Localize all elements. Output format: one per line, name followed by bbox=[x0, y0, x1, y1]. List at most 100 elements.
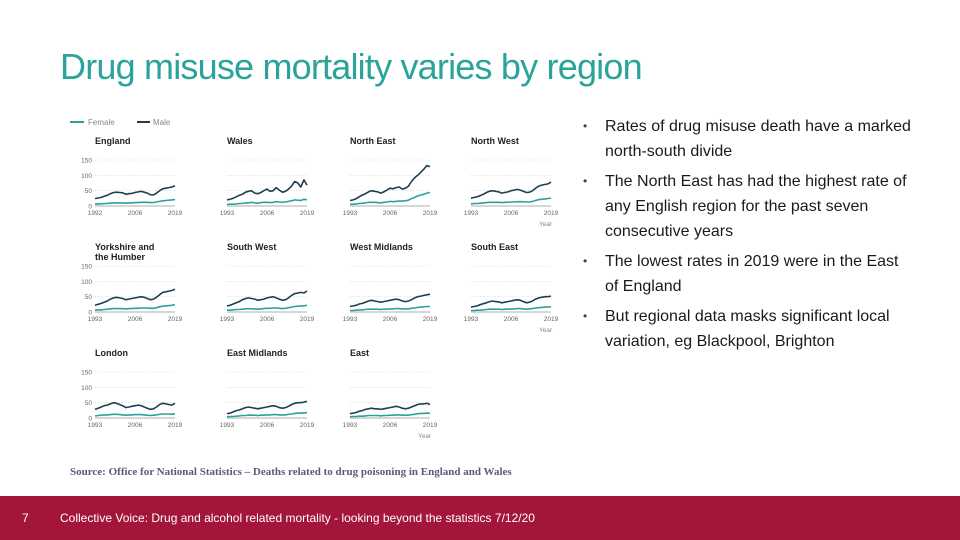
y-tick-label: 150 bbox=[81, 158, 92, 165]
x-tick-label: 2019 bbox=[423, 210, 438, 217]
x-tick-label: 2006 bbox=[383, 210, 398, 217]
series-line-male bbox=[226, 179, 308, 201]
series-line-male bbox=[226, 290, 308, 307]
x-tick-label: 2006 bbox=[128, 422, 143, 429]
y-tick-label: 150 bbox=[81, 264, 92, 271]
panel-title: the Humber bbox=[95, 252, 146, 262]
series-line-male bbox=[470, 295, 552, 308]
source-note: Source: Office for National Statistics –… bbox=[70, 466, 512, 478]
panel-title: Wales bbox=[227, 136, 253, 146]
bullet-text: But regional data masks significant loca… bbox=[605, 308, 890, 350]
bullet-item: • But regional data masks significant lo… bbox=[583, 304, 913, 354]
panel-title: North East bbox=[350, 136, 396, 146]
series-line-male bbox=[94, 288, 176, 307]
x-tick-label: 2019 bbox=[300, 316, 315, 323]
bullet-item: • The lowest rates in 2019 were in the E… bbox=[583, 249, 913, 299]
regional-mortality-figure: Female Male England 150 100 50 0 1992 2006 2019 Wa… bbox=[60, 110, 560, 482]
x-tick-label: 2006 bbox=[260, 422, 275, 429]
y-tick-label: 50 bbox=[85, 294, 93, 301]
series-line-female bbox=[94, 412, 176, 417]
x-tick-label: 1993 bbox=[343, 210, 358, 217]
series-line-female bbox=[94, 198, 176, 205]
bullet-text: Rates of drug misuse death have a marked… bbox=[605, 118, 911, 160]
bullet-marker: • bbox=[583, 254, 588, 268]
series-line-female bbox=[94, 303, 176, 311]
x-tick-label: 2006 bbox=[504, 316, 519, 323]
series-line-female bbox=[227, 304, 308, 311]
panel-title: North West bbox=[471, 136, 519, 146]
x-tick-label: 2019 bbox=[168, 422, 183, 429]
series-line-male bbox=[94, 185, 176, 200]
x-tick-label: 2019 bbox=[168, 210, 183, 217]
x-tick-label: 2006 bbox=[128, 316, 143, 323]
panel-title: South East bbox=[471, 242, 518, 252]
bullet-marker: • bbox=[583, 119, 588, 133]
x-tick-label: 2019 bbox=[544, 316, 559, 323]
x-tick-label: 2019 bbox=[423, 422, 438, 429]
y-tick-label: 50 bbox=[85, 188, 93, 195]
panel-title: Yorkshire and bbox=[95, 242, 154, 252]
y-tick-label: 150 bbox=[81, 370, 92, 377]
x-tick-label: 2019 bbox=[168, 316, 183, 323]
bullet-list: • Rates of drug misuse death have a mark… bbox=[583, 114, 913, 359]
x-tick-label: 2006 bbox=[504, 210, 519, 217]
y-tick-label: 100 bbox=[81, 173, 92, 180]
panel-title: East Midlands bbox=[227, 348, 288, 358]
series-line-male bbox=[94, 401, 176, 411]
x-tick-label: 2019 bbox=[544, 210, 559, 217]
series-line-female bbox=[226, 411, 307, 418]
series-line-female bbox=[470, 197, 552, 205]
y-tick-label: 0 bbox=[88, 310, 92, 317]
bullet-item: • The North East has had the highest rat… bbox=[583, 169, 913, 244]
x-tick-label: 1993 bbox=[343, 422, 358, 429]
x-axis-title: Year bbox=[418, 433, 432, 440]
series-line-male bbox=[349, 164, 431, 202]
x-tick-label: 2006 bbox=[383, 422, 398, 429]
x-tick-label: 1993 bbox=[220, 210, 235, 217]
footer-text: Collective Voice: Drug and alcohol relat… bbox=[60, 511, 535, 525]
x-axis-title: Year bbox=[539, 327, 553, 334]
y-tick-label: 100 bbox=[81, 279, 92, 286]
y-tick-label: 0 bbox=[88, 204, 92, 211]
bullet-text: The North East has had the highest rate … bbox=[605, 173, 907, 240]
bullet-marker: • bbox=[583, 174, 588, 188]
page-number: 7 bbox=[22, 511, 29, 525]
x-tick-label: 1993 bbox=[220, 422, 235, 429]
x-tick-label: 1993 bbox=[343, 316, 358, 323]
x-tick-label: 1993 bbox=[88, 316, 103, 323]
series-line-female bbox=[350, 305, 430, 312]
panel-title: England bbox=[95, 136, 131, 146]
y-tick-label: 100 bbox=[81, 385, 92, 392]
x-tick-label: 2006 bbox=[383, 316, 398, 323]
y-tick-label: 50 bbox=[85, 400, 93, 407]
x-tick-label: 2019 bbox=[300, 210, 315, 217]
x-tick-label: 2019 bbox=[423, 316, 438, 323]
series-line-female bbox=[349, 191, 431, 206]
legend-male-label: Male bbox=[153, 118, 171, 127]
series-line-female bbox=[471, 306, 552, 312]
x-axis-title: Year bbox=[539, 221, 553, 228]
footer-bar: 7 Collective Voice: Drug and alcohol rel… bbox=[0, 496, 960, 540]
panel-title: South West bbox=[227, 242, 276, 252]
series-line-male bbox=[470, 181, 552, 200]
series-line-male bbox=[226, 400, 308, 415]
bullet-marker: • bbox=[583, 309, 588, 323]
y-tick-label: 0 bbox=[88, 416, 92, 423]
series-line-male bbox=[349, 293, 431, 308]
x-tick-label: 1993 bbox=[88, 422, 103, 429]
series-line-female bbox=[349, 412, 431, 418]
panel-title: East bbox=[350, 348, 369, 358]
series-line-male bbox=[349, 402, 431, 415]
panel-title: West Midlands bbox=[350, 242, 413, 252]
bullet-text: The lowest rates in 2019 were in the Eas… bbox=[605, 253, 899, 295]
series-line-female bbox=[226, 198, 308, 206]
x-tick-label: 2019 bbox=[300, 422, 315, 429]
x-tick-label: 2006 bbox=[128, 210, 143, 217]
slide-title: Drug misuse mortality varies by region bbox=[60, 46, 643, 87]
x-tick-label: 1992 bbox=[88, 210, 103, 217]
x-tick-label: 1993 bbox=[464, 210, 479, 217]
x-tick-label: 2006 bbox=[260, 316, 275, 323]
x-tick-label: 2006 bbox=[260, 210, 275, 217]
x-tick-label: 1993 bbox=[220, 316, 235, 323]
